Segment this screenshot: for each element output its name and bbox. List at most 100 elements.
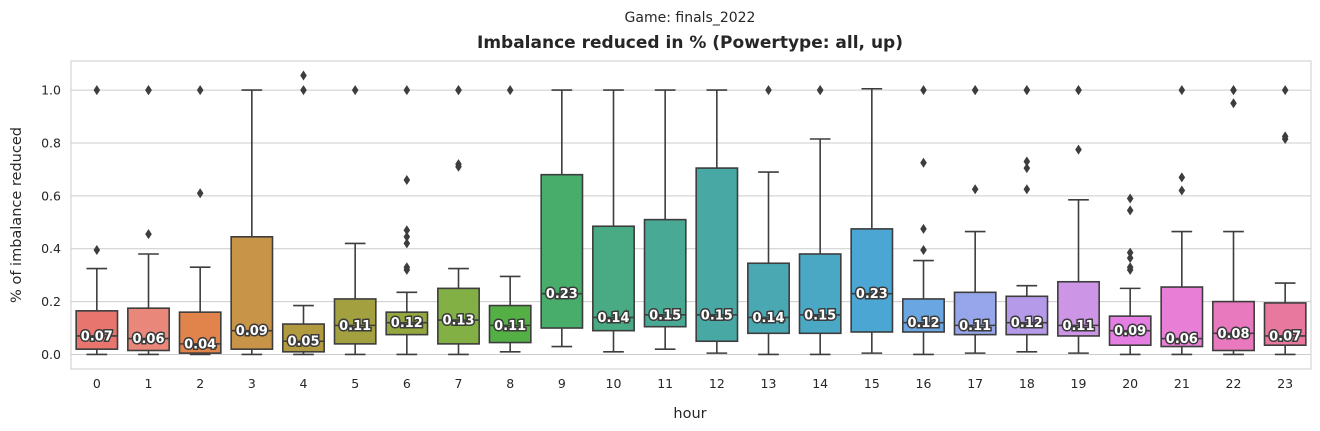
outlier-point	[816, 85, 824, 96]
median-value-label: 0.15	[649, 308, 681, 323]
box-body	[902, 298, 945, 333]
box-body	[695, 167, 739, 343]
median-value-label: 0.11	[494, 319, 526, 334]
outlier-point	[1126, 205, 1134, 216]
outlier-point	[403, 225, 411, 236]
box-hour-0: 0.07	[75, 85, 119, 356]
x-tick-label: 5	[351, 376, 359, 391]
median-value-label: 0.09	[1114, 324, 1146, 339]
outlier-point	[1023, 184, 1031, 195]
outlier-point	[455, 159, 462, 170]
outlier-point	[971, 184, 979, 195]
x-tick-label: 17	[967, 376, 983, 391]
outlier-point	[403, 85, 411, 96]
x-tick-label: 10	[606, 376, 622, 391]
median-value-label: 0.12	[907, 316, 939, 331]
chart-suptitle: Game: finals_2022	[625, 10, 756, 26]
median-value-label: 0.06	[132, 332, 164, 347]
outlier-point	[455, 85, 462, 96]
y-tick-label: 0.6	[41, 188, 61, 203]
box-body	[1263, 302, 1307, 347]
box-body	[75, 310, 119, 350]
median-value-label: 0.23	[546, 287, 578, 302]
box-body	[747, 262, 790, 335]
plot-frame	[70, 60, 1312, 370]
x-tick-label: 16	[916, 376, 932, 391]
x-tick-label: 0	[93, 376, 101, 391]
outlier-point	[506, 85, 514, 96]
box-hour-2: 0.04	[178, 85, 222, 356]
x-tick-label: 23	[1277, 376, 1293, 391]
x-tick-label: 21	[1174, 376, 1190, 391]
x-tick-label: 20	[1122, 376, 1138, 391]
outlier-point	[145, 229, 152, 240]
median-value-label: 0.11	[959, 319, 991, 334]
box-hour-19: 0.11	[1057, 85, 1100, 354]
x-tick-label: 3	[248, 376, 256, 391]
outlier-point	[145, 85, 152, 96]
median-value-label: 0.15	[701, 308, 733, 323]
median-value-label: 0.11	[339, 319, 371, 334]
box-body	[437, 287, 480, 345]
box-hour-4: 0.05	[282, 70, 325, 356]
box-hour-16: 0.12	[902, 85, 945, 356]
x-axis-label: hour	[673, 406, 706, 422]
outlier-point	[403, 174, 411, 185]
median-value-label: 0.12	[391, 316, 423, 331]
box-hour-18: 0.12	[1005, 85, 1049, 353]
median-value-label: 0.07	[1269, 329, 1301, 344]
outlier-point	[403, 238, 411, 249]
x-tick-label: 13	[761, 376, 777, 391]
box-hour-23: 0.07	[1263, 85, 1307, 356]
box-hour-5: 0.11	[333, 85, 377, 356]
x-tick-label: 15	[864, 376, 880, 391]
median-value-label: 0.14	[752, 311, 784, 326]
outlier-point	[920, 245, 927, 256]
outlier-point	[920, 157, 927, 168]
box-body	[488, 304, 532, 344]
outlier-point	[1126, 252, 1134, 263]
outlier-point	[403, 262, 411, 273]
box-body	[953, 291, 997, 336]
median-value-label: 0.06	[1166, 332, 1198, 347]
box-hour-22: 0.08	[1212, 85, 1255, 356]
outlier-point	[1178, 185, 1186, 196]
y-tick-label: 0.2	[41, 294, 61, 309]
outlier-point	[93, 85, 101, 96]
outlier-point	[920, 223, 927, 234]
outlier-point	[1126, 247, 1134, 258]
outlier-point	[1281, 131, 1289, 142]
x-tick-label: 4	[300, 376, 308, 391]
box-body	[592, 225, 635, 332]
y-tick-label: 0.4	[41, 241, 61, 256]
outlier-point	[1075, 85, 1082, 96]
x-tick-label: 14	[812, 376, 828, 391]
box-hour-9: 0.23	[540, 89, 584, 348]
x-tick-label: 2	[196, 376, 204, 391]
box-body	[178, 311, 222, 354]
box-hour-7: 0.13	[437, 85, 480, 356]
box-hour-14: 0.15	[798, 85, 842, 356]
outlier-point	[1178, 85, 1186, 96]
outlier-point	[196, 85, 204, 96]
box-hour-1: 0.06	[127, 85, 170, 356]
median-value-label: 0.23	[856, 287, 888, 302]
box-hour-21: 0.06	[1160, 85, 1204, 356]
x-tick-label: 19	[1071, 376, 1087, 391]
outlier-point	[196, 188, 204, 199]
x-tick-label: 22	[1226, 376, 1242, 391]
median-value-label: 0.15	[804, 308, 836, 323]
median-value-label: 0.14	[597, 311, 629, 326]
outlier-point	[93, 245, 101, 256]
gridlines	[71, 89, 1311, 355]
median-value-label: 0.08	[1217, 327, 1249, 342]
outlier-point	[1023, 85, 1031, 96]
box-body	[1212, 300, 1255, 352]
box-body	[1005, 295, 1049, 336]
box-body	[850, 228, 894, 333]
box-series: 0.07 0.06 0.04 0.09 0.05 0.11 0.12 0.13 0.11 0.23…	[75, 70, 1307, 356]
box-hour-11: 0.15	[643, 89, 687, 350]
median-value-label: 0.11	[1062, 319, 1094, 334]
outlier-point	[971, 85, 979, 96]
median-value-label: 0.13	[442, 314, 474, 329]
